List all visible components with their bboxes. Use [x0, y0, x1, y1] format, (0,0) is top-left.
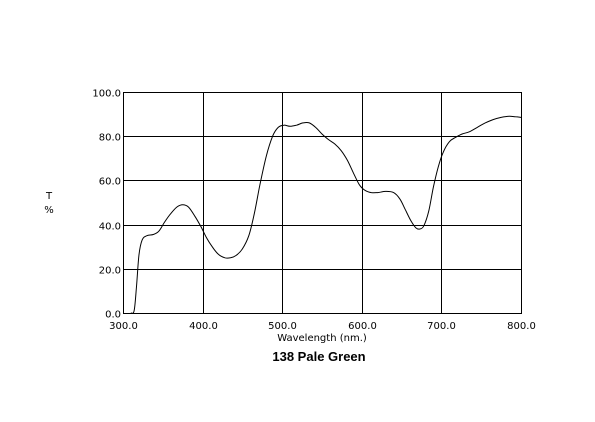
grid [123, 92, 521, 313]
y-tick-label: 20.0 [99, 266, 121, 277]
y-tick-label: 60.0 [99, 177, 121, 188]
x-axis-label: Wavelength (nm.) [277, 333, 367, 344]
y-tick-label: 100.0 [92, 89, 121, 100]
y-axis-label-percent: % [44, 205, 54, 216]
x-tick-label: 700.0 [427, 321, 456, 332]
x-tick-label: 800.0 [507, 321, 536, 332]
y-tick-label: 80.0 [99, 133, 121, 144]
x-tick-labels: 300.0 400.0 500.0 600.0 700.0 800.0 [109, 321, 536, 332]
series-line [130, 115, 522, 314]
y-tick-label: 40.0 [99, 222, 121, 233]
x-tick-label: 400.0 [189, 321, 218, 332]
plot-frame [123, 92, 522, 314]
y-tick-labels: 0.0 20.0 40.0 60.0 80.0 100.0 [92, 89, 121, 321]
chart-title: 138 Pale Green [272, 349, 365, 364]
x-tick-label: 500.0 [268, 321, 297, 332]
y-tick-label: 0.0 [105, 310, 121, 321]
x-tick-label: 300.0 [109, 321, 138, 332]
y-axis-label-t: T [45, 191, 53, 202]
x-tick-label: 600.0 [348, 321, 377, 332]
